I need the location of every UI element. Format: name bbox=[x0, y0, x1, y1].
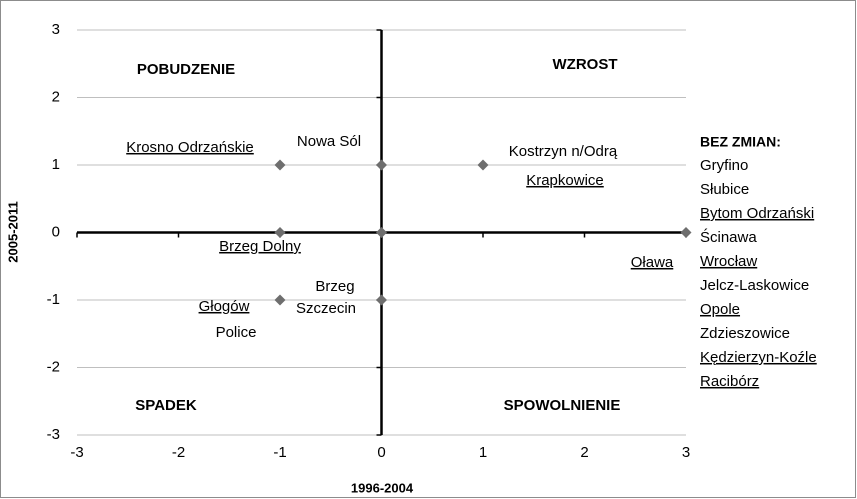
annotation: Szczecin bbox=[296, 300, 356, 317]
side-list-title: BEZ ZMIAN: bbox=[700, 134, 781, 150]
data-point bbox=[376, 294, 387, 306]
data-point bbox=[274, 227, 286, 238]
y-tick-label: -2 bbox=[47, 358, 60, 375]
data-point bbox=[376, 227, 387, 238]
side-list-item: Kędzierzyn-Koźle bbox=[700, 349, 817, 366]
y-axis-title: 2005-2011 bbox=[5, 201, 20, 262]
x-axis-title: 1996-2004 bbox=[351, 480, 414, 495]
y-tick-label: 3 bbox=[52, 21, 60, 38]
annotation: Krosno Odrzańskie bbox=[126, 139, 254, 156]
annotation: Oława bbox=[631, 254, 674, 271]
annotation: Nowa Sól bbox=[297, 133, 361, 150]
x-tick-label: 0 bbox=[377, 444, 385, 461]
side-list-item: Racibórz bbox=[700, 373, 759, 390]
quadrant-label: SPOWOLNIENIE bbox=[504, 397, 621, 414]
annotation: Brzeg bbox=[315, 278, 354, 295]
side-list-item: Zdzieszowice bbox=[700, 325, 790, 342]
x-tick-label: 3 bbox=[682, 444, 690, 461]
annotation: Głogów bbox=[199, 298, 250, 315]
side-list-item: Wrocław bbox=[700, 253, 757, 270]
annotation: Police bbox=[216, 324, 257, 341]
annotation: Krapkowice bbox=[526, 172, 604, 189]
data-point bbox=[274, 159, 286, 171]
side-list-item: Jelcz-Laskowice bbox=[700, 277, 809, 294]
x-tick-label: 1 bbox=[479, 444, 487, 461]
y-tick-label: -1 bbox=[47, 291, 60, 308]
annotation: Kostrzyn n/Odrą bbox=[509, 143, 618, 160]
data-point bbox=[477, 159, 489, 171]
y-tick-label: 2 bbox=[52, 88, 60, 105]
x-tick-label: -1 bbox=[273, 444, 286, 461]
quadrant-label: WZROST bbox=[553, 56, 618, 73]
data-point bbox=[376, 159, 387, 171]
side-list-item: Gryfino bbox=[700, 157, 748, 174]
y-tick-label: -3 bbox=[47, 426, 60, 443]
x-tick-label: -3 bbox=[70, 444, 83, 461]
quadrant-label: POBUDZENIE bbox=[137, 61, 235, 78]
side-list-item: Słubice bbox=[700, 181, 749, 198]
quadrant-label: SPADEK bbox=[135, 397, 197, 414]
x-tick-label: -2 bbox=[172, 444, 185, 461]
data-point bbox=[680, 227, 692, 238]
data-point bbox=[274, 294, 286, 306]
side-list-item: Bytom Odrzański bbox=[700, 205, 814, 222]
y-tick-label: 1 bbox=[52, 156, 60, 173]
side-list-item: Ścinawa bbox=[700, 228, 757, 246]
x-tick-label: 2 bbox=[580, 444, 588, 461]
side-list-item: Opole bbox=[700, 301, 740, 318]
annotation: Brzeg Dolny bbox=[219, 238, 301, 255]
y-tick-label: 0 bbox=[52, 223, 60, 240]
